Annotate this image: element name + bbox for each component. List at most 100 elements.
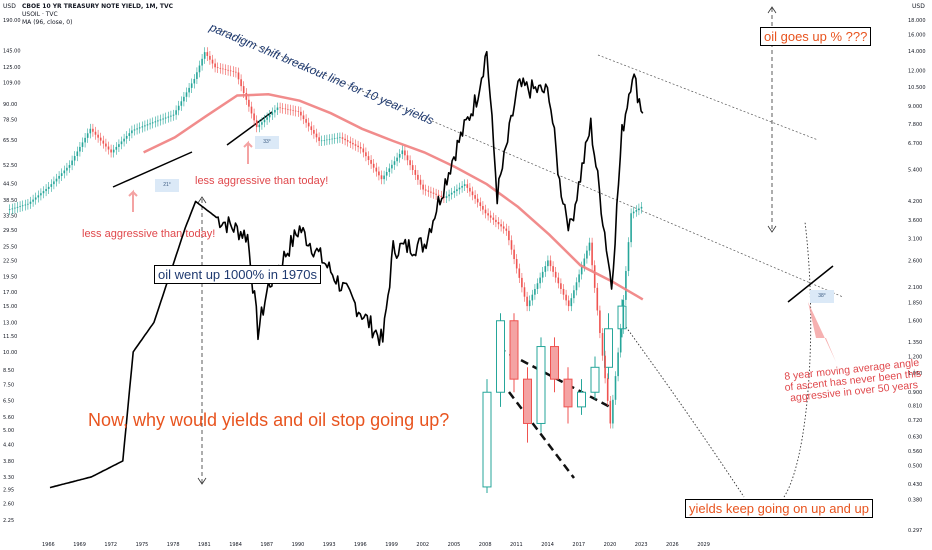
yield-candle-body [76,151,79,157]
yield-candle-body [539,277,541,284]
yield-candle-body [383,175,385,180]
left-tick-label: 109.00 [3,81,21,87]
yield-candle-body [544,266,547,272]
yield-candle-body [310,126,313,131]
yield-candle-body [120,141,123,145]
yield-candle-body [344,138,346,141]
right-price-axis: 18.000 16.000 14.000 12.000 10.500 9.000 7.800… [908,18,926,534]
time-tick-label: 2029 [697,542,710,548]
yield-candle-body [81,142,84,147]
left-tick-label: 6.50 [3,398,14,404]
arrow-head-1970s-bottom [197,477,207,485]
inset-candle-body [590,366,600,393]
yield-candle-body [573,290,575,299]
yield-candle-body [164,117,167,119]
right-tick-label: 3.600 [908,218,922,224]
yield-candle-body [32,199,34,202]
right-tick-label: 18.000 [908,18,926,24]
yield-candle-body [430,191,432,193]
yield-candle-body [422,184,424,190]
yield-candle-body [53,181,55,185]
yield-candle-body [515,259,518,269]
yield-candle-body [606,378,609,401]
yield-candle-body [502,226,505,229]
yield-candle-body [266,117,268,120]
inset-candle-body [563,378,573,408]
right-tick-label: 0.430 [908,482,922,488]
yield-candle-body [638,208,640,211]
yield-candle-body [417,174,419,180]
time-tick-label: 1972 [104,542,117,548]
yield-candle-body [513,249,515,260]
yield-candle-body [404,150,406,156]
time-tick-label: 2026 [666,542,679,548]
yield-candle-body [365,152,367,157]
yield-candle-body [305,119,307,123]
oil-goes-up-label: oil goes up % ??? [760,27,872,46]
yield-candle-body [534,288,536,295]
yield-candle-body [71,160,73,166]
yield-candle-body [279,107,281,109]
right-tick-label: 2.600 [908,258,922,264]
yield-candle-body [560,283,562,289]
yield-candle-body [487,213,489,216]
left-tick-label: 19.50 [3,275,17,281]
trend-line-1 [112,151,193,188]
yield-candle-body [172,114,175,116]
yield-candle-body [341,137,344,139]
yield-candle-body [274,109,276,113]
yield-candle-body [185,92,188,97]
inset-candle-body [509,320,519,380]
yield-candle-body [562,288,565,295]
right-tick-label: 14.000 [908,49,926,55]
yield-candle-body [445,196,448,198]
yield-candle-body [263,119,266,123]
time-tick-label: 2023 [635,542,648,548]
yield-candle-body [401,150,404,155]
yield-candle-body [115,146,118,150]
yield-candle-body [510,240,513,250]
left-tick-label: 90.00 [3,102,17,108]
yield-candle-body [105,143,107,147]
yield-candle-body [79,146,81,152]
yield-candle-body [203,52,206,59]
left-tick-label: 5.60 [3,415,14,421]
yield-candle-body [14,207,16,209]
yield-candle-body [630,213,632,243]
yield-candle-body [209,55,211,60]
inset-candle-body [617,305,627,330]
yield-candle-body [55,178,58,182]
angle-badge-1: 21° [155,179,179,192]
yield-candle-body [619,328,622,353]
left-tick-label: 125.00 [3,65,21,71]
angle-badge-2-text: 33° [263,139,271,145]
time-tick-label: 1993 [323,542,336,548]
yield-candle-body [11,208,14,210]
yield-candle-body [375,167,378,172]
yield-candle-body [170,115,172,117]
indicator-label: MA (96, close, 0) [22,19,73,26]
angle-badge-2: 33° [255,136,279,149]
yield-candle-body [99,137,102,141]
yield-candle-body [476,198,479,203]
yield-candle-body [73,156,76,161]
yield-candle-body [66,167,68,171]
yield-candle-body [372,163,375,168]
yield-candle-body [8,209,11,211]
yield-candle-body [326,139,328,141]
yield-candle-body [391,164,393,169]
yield-candle-body [16,206,19,208]
left-tick-label: 11.50 [3,334,17,340]
yield-candle-body [552,266,554,272]
yield-candle-body [479,202,482,207]
time-tick-label: 1987 [260,542,273,548]
yield-candle-body [424,189,427,191]
yield-candle-body [349,141,352,143]
yield-candle-body [60,173,63,176]
left-price-axis: 190.00 145.00 125.00 109.00 90.00 78.50 65.50 5… [3,18,21,524]
yield-candle-body [144,125,146,127]
yield-candle-body [458,187,461,190]
yield-candle-body [131,130,133,134]
yield-candle-body [500,224,502,227]
